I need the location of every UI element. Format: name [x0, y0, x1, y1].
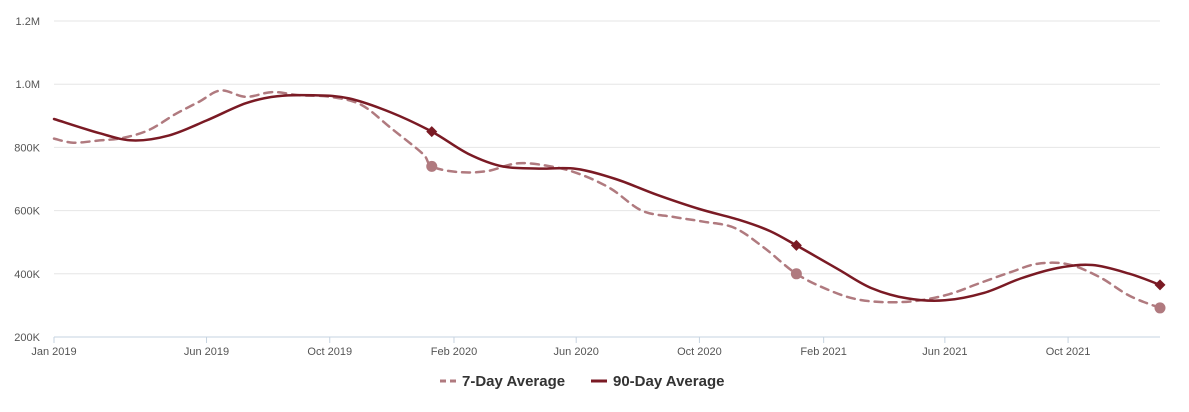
x-tick-label: Oct 2021	[1046, 346, 1091, 358]
x-tick-label: Feb 2020	[431, 346, 477, 358]
y-axis-tick-labels: 200K 400K 600K 800K 1.0M 1.2M	[14, 16, 40, 344]
legend-item-7-day[interactable]: 7-Day Average	[440, 373, 565, 390]
series-markers	[426, 126, 1166, 314]
series-lines	[52, 89, 1162, 310]
x-tick-label: Oct 2020	[677, 346, 722, 358]
legend-label-7-day: 7-Day Average	[462, 373, 565, 390]
marker-point-7-day-average[interactable]	[790, 268, 802, 280]
legend-label-90-day: 90-Day Average	[613, 373, 724, 390]
legend: 7-Day Average 90-Day Average	[440, 373, 724, 390]
x-tick-label: Jan 2019	[31, 346, 76, 358]
x-axis-tick-labels: Jan 2019 Jun 2019 Oct 2019 Feb 2020 Jun 2020…	[31, 337, 1090, 358]
y-tick-label: 600K	[14, 206, 40, 218]
y-tick-label: 800K	[14, 142, 40, 154]
marker-point-7-day-average[interactable]	[426, 160, 438, 172]
y-tick-label: 400K	[14, 269, 40, 281]
marker-point-90-day-average[interactable]	[1154, 279, 1166, 291]
x-tick-label: Feb 2021	[800, 346, 846, 358]
series-line-90-day-average[interactable]	[52, 93, 1162, 302]
series-line-7-day-average[interactable]	[52, 89, 1162, 310]
x-tick-label: Jun 2021	[922, 346, 967, 358]
y-tick-label: 200K	[14, 332, 40, 344]
x-tick-label: Jun 2019	[184, 346, 229, 358]
x-tick-label: Jun 2020	[554, 346, 599, 358]
legend-item-90-day[interactable]: 90-Day Average	[591, 373, 724, 390]
grid-lines	[54, 20, 1160, 275]
y-tick-label: 1.2M	[16, 16, 40, 28]
marker-point-90-day-average[interactable]	[426, 126, 438, 138]
x-tick-label: Oct 2019	[307, 346, 352, 358]
marker-point-7-day-average[interactable]	[1154, 302, 1166, 314]
marker-point-90-day-average[interactable]	[790, 239, 802, 251]
y-tick-label: 1.0M	[16, 79, 40, 91]
